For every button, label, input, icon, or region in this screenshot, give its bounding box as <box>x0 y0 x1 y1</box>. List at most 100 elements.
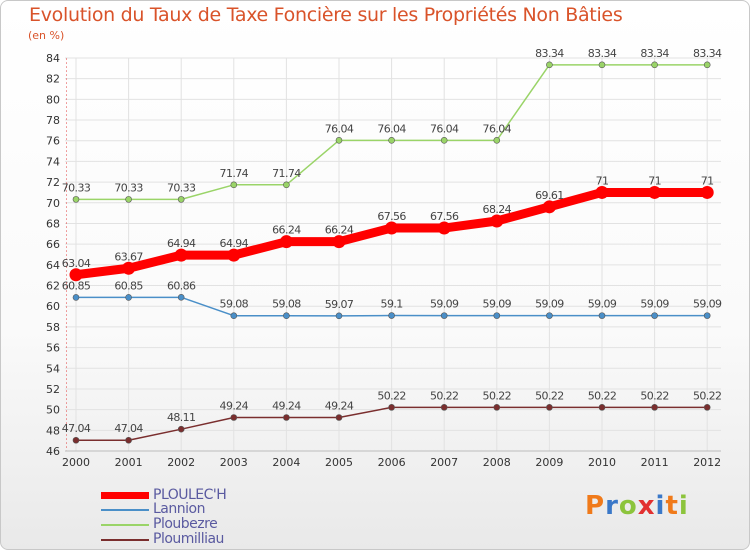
data-label-ploulech: 66.24 <box>272 224 301 237</box>
legend-swatch-ploumilliau <box>101 538 149 541</box>
data-point-ploubezre <box>125 196 132 203</box>
data-point-ploulech <box>648 185 662 199</box>
data-label-lannion: 59.1 <box>381 298 403 311</box>
data-label-ploubezre: 83.34 <box>588 47 617 60</box>
y-tick-label: 48 <box>46 424 60 437</box>
data-point-ploulech <box>437 221 451 235</box>
data-label-ploubezre: 70.33 <box>167 181 196 194</box>
data-point-ploubezre <box>283 181 290 189</box>
data-label-ploulech: 64.94 <box>220 237 249 250</box>
data-point-ploumilliau <box>651 404 658 411</box>
data-point-ploumilliau <box>125 436 132 444</box>
y-tick-label: 76 <box>46 135 60 148</box>
data-label-ploumilliau: 47.04 <box>62 422 91 435</box>
data-label-ploumilliau: 50.22 <box>588 389 617 402</box>
y-tick-label: 78 <box>46 114 60 127</box>
data-point-ploubezre <box>440 137 448 144</box>
data-label-ploubezre: 70.33 <box>114 181 143 194</box>
y-tick-label: 84 <box>46 52 60 65</box>
axes: 46 48 50 52 54 56 58 60 62 64 66 68 70 72 74 76 78 80 82 84… <box>46 52 721 469</box>
y-tick-label: 66 <box>46 238 60 251</box>
series-layer <box>69 61 714 444</box>
data-point-ploumilliau <box>598 404 606 411</box>
y-axis-line <box>64 58 67 451</box>
data-label-lannion: 60.86 <box>167 279 196 292</box>
data-label-lannion: 59.09 <box>430 298 459 311</box>
data-point-ploulech <box>227 248 241 262</box>
data-label-ploumilliau: 50.22 <box>640 389 669 402</box>
y-tick-label: 46 <box>46 445 60 458</box>
data-point-ploubezre <box>598 61 606 69</box>
legend-label-ploulech: PLOULEC'H <box>153 487 227 503</box>
proxiti-logo: Proxiti <box>585 491 689 521</box>
data-label-lannion: 59.07 <box>325 298 354 311</box>
x-tick-label: 2005 <box>325 456 353 469</box>
logo-letter: i <box>655 491 666 521</box>
data-point-lannion <box>651 312 658 319</box>
x-tick-label: 2000 <box>62 456 90 469</box>
data-label-lannion: 59.08 <box>272 298 301 311</box>
data-point-lannion <box>493 312 501 319</box>
logo-letter: i <box>678 491 689 521</box>
data-label-ploubezre: 76.04 <box>325 122 354 135</box>
data-label-lannion: 59.09 <box>640 298 669 311</box>
data-point-ploubezre <box>388 137 395 144</box>
data-label-lannion: 59.09 <box>693 298 722 311</box>
y-tick-label: 52 <box>46 383 60 396</box>
data-point-ploulech <box>174 248 188 262</box>
x-tick-label: 2009 <box>535 456 563 469</box>
data-label-ploulech: 67.56 <box>430 210 459 223</box>
data-label-ploulech: 64.94 <box>167 237 196 250</box>
data-label-ploubezre: 71.74 <box>220 167 249 180</box>
x-tick-label: 2001 <box>115 456 143 469</box>
data-point-ploubezre <box>651 61 658 69</box>
data-point-lannion <box>283 312 290 320</box>
data-point-ploumilliau <box>546 404 553 411</box>
legend-label-lannion: Lannion <box>153 501 205 517</box>
legend-swatch-ploulech <box>101 492 149 499</box>
x-tick-label: 2012 <box>693 456 721 469</box>
data-point-lannion <box>388 312 395 319</box>
data-point-lannion <box>598 312 606 319</box>
y-tick-label: 74 <box>46 155 60 168</box>
y-tick-label: 64 <box>46 259 60 272</box>
data-point-ploulech <box>332 235 346 249</box>
data-label-ploumilliau: 48.11 <box>167 411 196 424</box>
data-point-ploumilliau <box>703 404 711 411</box>
data-point-ploulech <box>122 261 136 275</box>
logo-letter: P <box>585 491 606 521</box>
data-point-ploumilliau <box>230 414 238 421</box>
data-point-ploumilliau <box>283 414 290 421</box>
data-label-ploumilliau: 49.24 <box>325 399 354 412</box>
data-point-ploumilliau <box>388 404 395 411</box>
data-point-ploumilliau <box>177 425 185 433</box>
data-point-ploumilliau <box>440 404 448 411</box>
x-tick-label: 2003 <box>220 456 248 469</box>
data-point-lannion <box>335 312 343 320</box>
data-point-lannion <box>546 312 553 319</box>
data-point-ploubezre <box>177 196 185 203</box>
data-point-ploubezre <box>230 181 238 189</box>
data-label-ploubezre: 76.04 <box>430 122 459 135</box>
logo-letter: o <box>618 491 638 521</box>
data-label-ploubezre: 83.34 <box>693 47 722 60</box>
grid-lines <box>65 57 721 452</box>
data-point-ploumilliau <box>335 414 343 421</box>
data-label-ploulech: 68.24 <box>483 203 512 216</box>
data-label-ploulech: 63.67 <box>114 250 143 263</box>
data-point-ploumilliau <box>493 404 501 411</box>
legend-item-lannion: Lannion <box>101 502 205 517</box>
data-label-ploubezre: 70.33 <box>62 181 91 194</box>
data-label-lannion: 60.85 <box>114 279 143 292</box>
x-tick-label: 2010 <box>588 456 616 469</box>
data-point-ploulech <box>542 200 556 214</box>
legend-label-ploumilliau: Ploumilliau <box>153 531 224 547</box>
data-point-ploulech <box>490 214 504 228</box>
legend-swatch-lannion <box>101 508 149 511</box>
legend-item-ploulech: PLOULEC'H <box>101 487 227 503</box>
data-point-lannion <box>177 294 185 301</box>
data-label-lannion: 59.09 <box>535 298 564 311</box>
x-tick-label: 2011 <box>641 456 669 469</box>
